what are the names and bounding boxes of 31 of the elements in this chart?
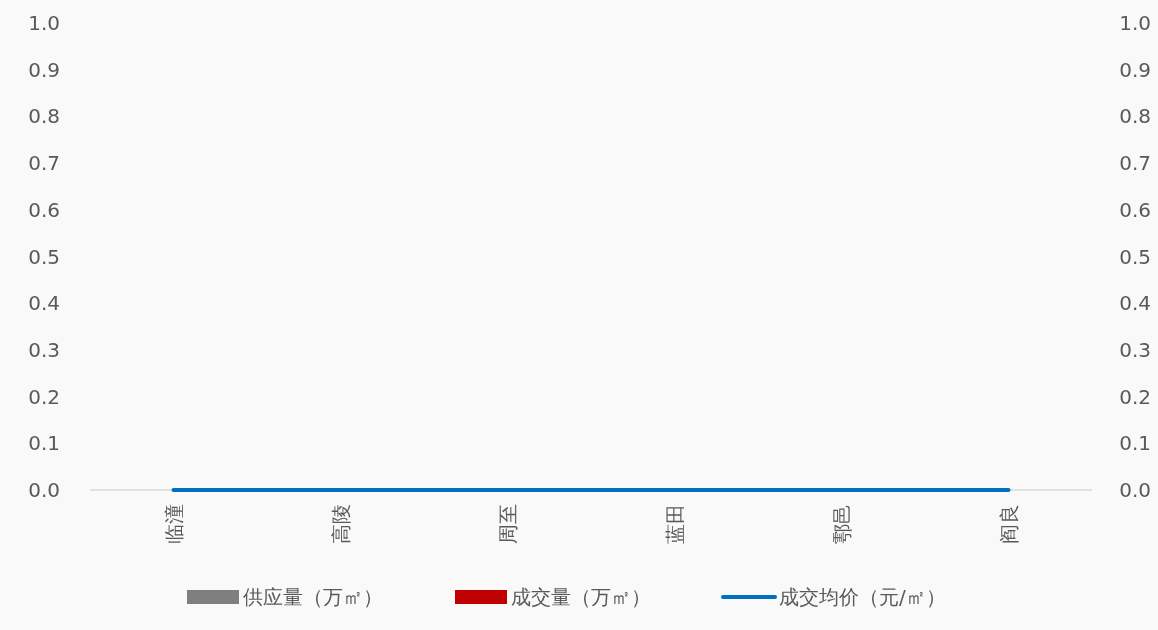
y2-tick-label: 0.1 bbox=[1119, 431, 1151, 456]
y-tick-label: 0.8 bbox=[28, 104, 60, 129]
y2-tick-label: 0.0 bbox=[1119, 478, 1151, 502]
y2-tick-label: 1.0 bbox=[1119, 11, 1151, 35]
y2-tick-label: 0.5 bbox=[1119, 244, 1151, 269]
y-tick-label: 0.9 bbox=[28, 57, 60, 82]
legend-label: 供应量（万㎡） bbox=[243, 585, 383, 609]
y2-tick-label: 0.2 bbox=[1119, 384, 1151, 409]
y-tick-label: 0.5 bbox=[28, 244, 60, 269]
legend-label: 成交量（万㎡） bbox=[511, 585, 651, 609]
y2-tick-label: 0.3 bbox=[1119, 337, 1151, 362]
x-tick-label: 周至 bbox=[495, 504, 520, 544]
y2-tick-label: 0.9 bbox=[1119, 57, 1151, 82]
y2-tick-label: 0.4 bbox=[1119, 291, 1151, 316]
x-tick-label: 阎良 bbox=[996, 504, 1021, 544]
y-tick-label: 0.6 bbox=[28, 197, 60, 222]
y-tick-label: 0.7 bbox=[28, 151, 60, 176]
x-tick-label: 临潼 bbox=[161, 504, 186, 544]
y-tick-label: 0.2 bbox=[28, 384, 60, 409]
y-tick-label: 0.0 bbox=[28, 478, 60, 502]
legend-label: 成交均价（元/㎡） bbox=[779, 585, 946, 609]
x-tick-label: 蓝田 bbox=[662, 504, 687, 544]
y2-tick-label: 0.8 bbox=[1119, 104, 1151, 129]
y2-tick-label: 0.7 bbox=[1119, 151, 1151, 176]
y-tick-label: 0.4 bbox=[28, 291, 60, 316]
x-tick-label: 鄠邑 bbox=[829, 504, 854, 544]
x-tick-label: 高陵 bbox=[328, 504, 353, 544]
y2-tick-label: 0.6 bbox=[1119, 197, 1151, 222]
y-tick-label: 0.1 bbox=[28, 431, 60, 456]
y-tick-label: 0.3 bbox=[28, 337, 60, 362]
y-tick-label: 1.0 bbox=[28, 11, 60, 35]
